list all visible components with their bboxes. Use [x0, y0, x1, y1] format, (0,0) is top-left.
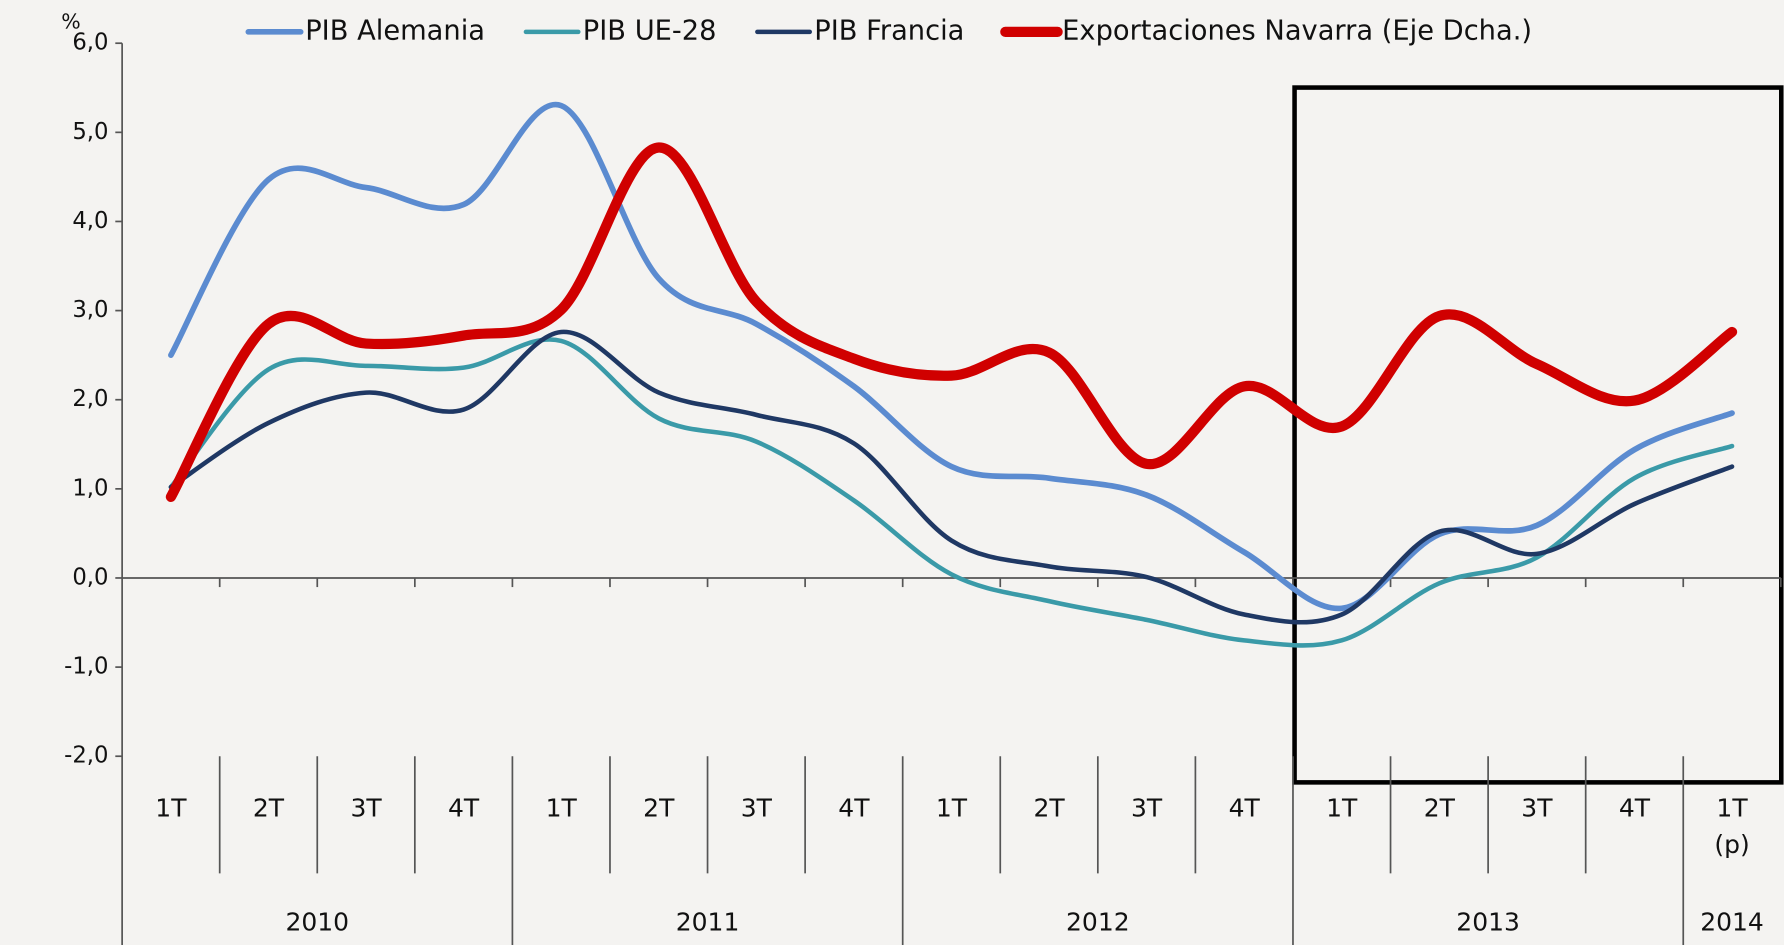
x-tick-label: 4T [448, 794, 480, 823]
x-tick-label: 3T [1131, 794, 1163, 823]
year-label: 2011 [676, 907, 740, 936]
y-tick-label: 5,0 [72, 119, 108, 145]
x-tick-label: 4T [1229, 794, 1261, 823]
series-line [171, 105, 1732, 609]
legend-label: PIB Alemania [305, 15, 485, 46]
highlight-box [1295, 88, 1782, 783]
legend-label: PIB Francia [814, 15, 964, 46]
x-tick-label: 3T [350, 794, 382, 823]
year-label: 2010 [285, 907, 349, 936]
x-tick-label: 1T [936, 794, 968, 823]
x-tick-label: 2T [643, 794, 675, 823]
y-tick-label: 6,0 [72, 30, 108, 56]
x-tick-label: 1T(p) [1714, 794, 1749, 859]
y-tick-label: 2,0 [72, 386, 108, 412]
y-tick-label: -1,0 [64, 654, 108, 680]
y-tick-label: 3,0 [72, 297, 108, 323]
y-tick-label: 4,0 [72, 208, 108, 234]
x-tick-label: 2T [1424, 794, 1456, 823]
x-tick-label: 4T [838, 794, 870, 823]
x-tick-label: 1T [546, 794, 578, 823]
year-label: 2012 [1066, 907, 1130, 936]
legend-label: Exportaciones Navarra (Eje Dcha.) [1062, 15, 1532, 46]
x-tick-label: 3T [1521, 794, 1553, 823]
y-tick-label: 1,0 [72, 475, 108, 501]
x-tick-label: 2T [1033, 794, 1065, 823]
chart: % -2,0-1,00,01,02,03,04,05,06,01T2T3T4T1… [0, 0, 1784, 945]
series-line [171, 339, 1732, 645]
x-tick-label: 1T [1326, 794, 1358, 823]
legend-label: PIB UE-28 [583, 15, 717, 46]
x-tick-label: 1T [155, 794, 187, 823]
x-tick-label: 4T [1619, 794, 1651, 823]
x-tick-label: 3T [741, 794, 773, 823]
year-label: 2013 [1456, 907, 1520, 936]
year-label: 2014 [1700, 907, 1764, 936]
x-tick-label: 2T [253, 794, 285, 823]
y-tick-label: -2,0 [64, 743, 108, 769]
y-tick-label: 0,0 [72, 564, 108, 590]
